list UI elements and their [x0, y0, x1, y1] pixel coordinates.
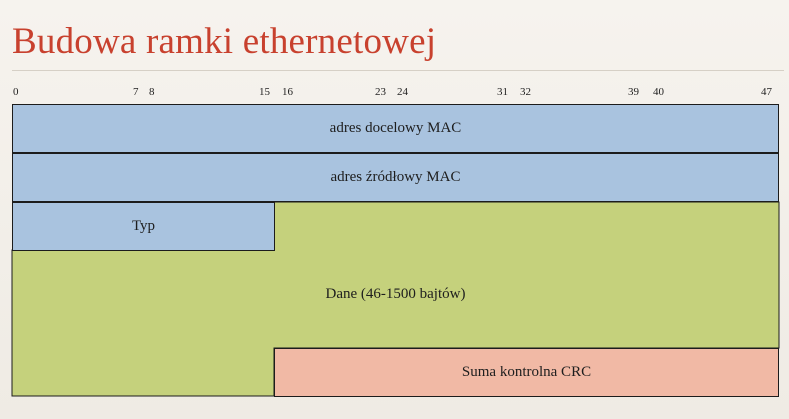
bit-label-0: 0 [13, 86, 19, 98]
bit-label-31: 31 [497, 86, 508, 98]
crc-field: Suma kontrolna CRC [274, 348, 779, 397]
bit-label-23: 23 [375, 86, 386, 98]
crc-label: Suma kontrolna CRC [461, 364, 592, 380]
dest-mac-label: adres docelowy MAC [329, 120, 462, 136]
bit-label-16: 16 [282, 86, 293, 98]
type-field: Typ [12, 202, 275, 251]
bit-label-15: 15 [259, 86, 270, 98]
bit-label-47: 47 [761, 86, 772, 98]
bit-label-40: 40 [653, 86, 664, 98]
src-mac-field: adres źródłowy MAC [12, 153, 779, 202]
bit-label-8: 8 [149, 86, 155, 98]
page-title: Budowa ramki ethernetowej [12, 21, 437, 62]
src-mac-label: adres źródłowy MAC [330, 169, 461, 185]
dest-mac-field: adres docelowy MAC [12, 104, 779, 153]
bit-label-7: 7 [133, 86, 139, 98]
bit-label-39: 39 [628, 86, 639, 98]
title-divider [12, 70, 784, 71]
type-label: Typ [131, 218, 156, 234]
bit-label-24: 24 [397, 86, 408, 98]
data-field-label: Dane (46-1500 bajtów) [325, 286, 466, 302]
bit-label-32: 32 [520, 86, 531, 98]
